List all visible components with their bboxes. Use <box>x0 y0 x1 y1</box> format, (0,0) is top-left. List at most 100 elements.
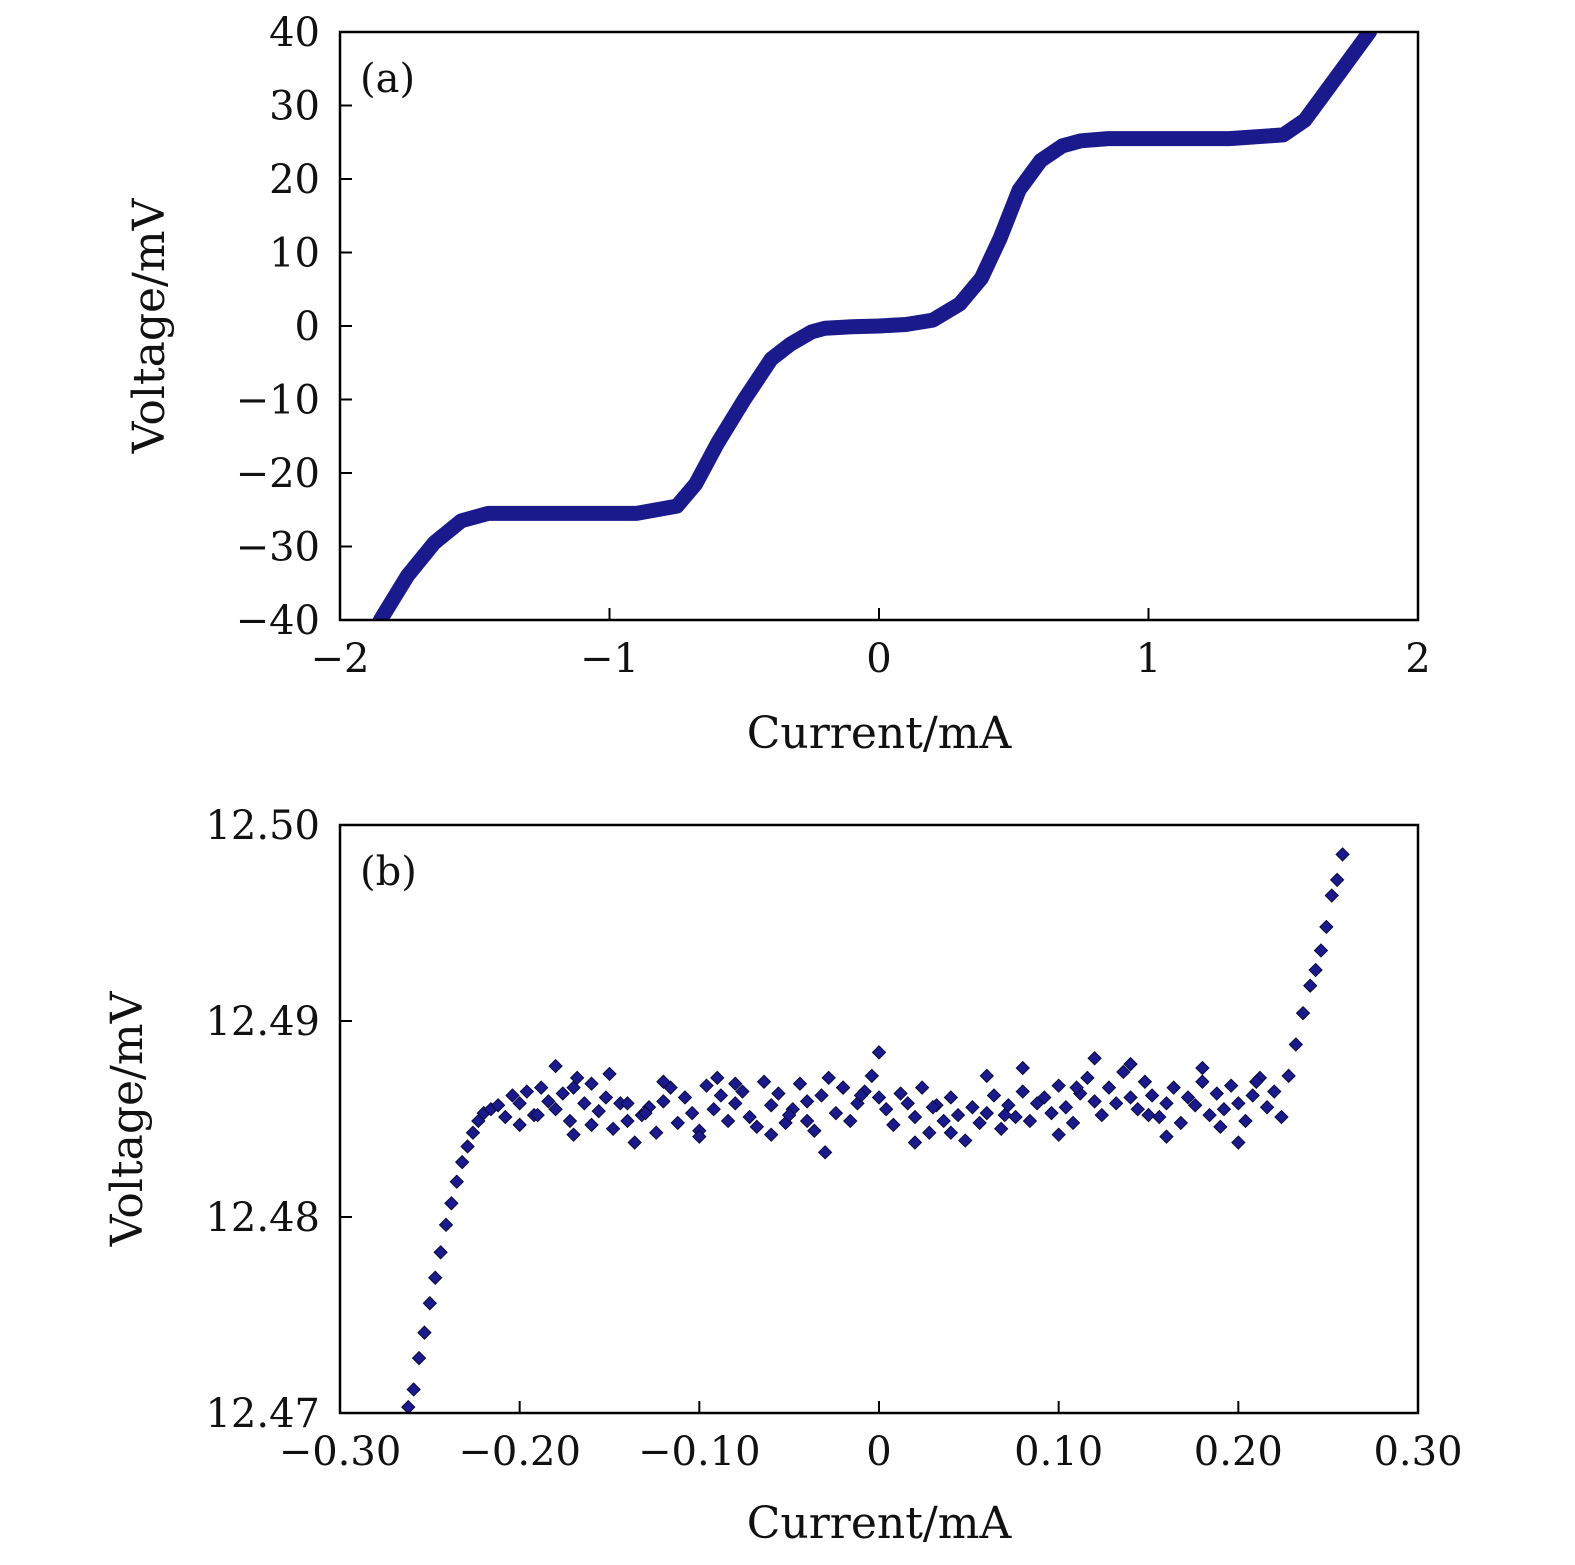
panel-b-data-point <box>706 1101 721 1117</box>
panel-b-data-point <box>505 1088 520 1103</box>
panel-b-data-point <box>950 1107 966 1123</box>
panel-b-data-point <box>584 1076 599 1091</box>
panel-a-plot-area <box>372 32 1377 620</box>
panel-b-data-point <box>1209 1086 1224 1101</box>
panel-b-data-point <box>1058 1100 1074 1115</box>
panel-b-data-point <box>1281 1068 1296 1084</box>
panel-b-data-point <box>699 1078 714 1093</box>
panel-b-data-point <box>1274 1109 1289 1125</box>
panel-b-data-point <box>720 1113 736 1129</box>
panel-a-y-axis-title: Voltage/mV <box>124 197 175 454</box>
panel-b-data-point <box>684 1105 700 1121</box>
panel-b-data-point <box>534 1080 549 1095</box>
panel-b-data-point <box>460 1139 475 1154</box>
panel-b-data-point <box>1216 1101 1232 1117</box>
panel-a-series-group <box>372 32 1377 620</box>
panel-b-data-point <box>943 1090 959 1105</box>
panel-b-y-tick-label: 12.49 <box>205 999 320 1045</box>
panel-b-data-point <box>627 1135 642 1150</box>
panel-a-y-tick-label: −10 <box>236 378 320 424</box>
panel-b-data-point <box>871 1045 887 1060</box>
panel-b-data-point <box>1238 1113 1253 1129</box>
panel-b-data-point <box>512 1117 527 1133</box>
panel-b-data-point <box>1188 1098 1203 1113</box>
panel-b-data-point <box>1313 943 1329 958</box>
panel-b-data-point <box>763 1127 779 1142</box>
panel-b-data-point <box>1087 1051 1102 1066</box>
panel-b-data-point <box>814 1088 829 1103</box>
panel-b-data-point <box>771 1086 786 1101</box>
panel-b-label: (b) <box>360 849 417 895</box>
panel-b-data-point <box>893 1086 908 1101</box>
panel-b-data-point <box>728 1096 743 1111</box>
panel-b-data-point <box>871 1090 887 1105</box>
panel-b-data-point <box>979 1105 995 1121</box>
panel-b-data-point <box>907 1135 923 1150</box>
panel-a-y-tick-label: −40 <box>236 598 320 644</box>
panel-b-data-point <box>914 1080 930 1095</box>
panel-b-data-point <box>1022 1113 1038 1129</box>
panel-b-data-point <box>566 1080 581 1095</box>
panel-a-x-tick-label: −2 <box>311 636 370 682</box>
panel-b-data-point <box>1195 1060 1210 1076</box>
panel-b-data-point <box>843 1113 858 1129</box>
panel-b-data-point <box>670 1115 685 1131</box>
panel-a-x-tick-label: 0 <box>866 636 891 682</box>
panel-b-data-point <box>1144 1088 1160 1103</box>
panel-b-data-point <box>1051 1127 1066 1142</box>
panel-b-data-point <box>835 1080 851 1095</box>
panel-b-data-point <box>993 1121 1009 1137</box>
panel-b-data-point <box>1044 1105 1059 1121</box>
panel-b-data-point <box>1159 1129 1174 1144</box>
panel-a-data-curve <box>372 32 1377 620</box>
panel-b-data-point <box>1080 1070 1095 1086</box>
panel-a-x-tick-label: 2 <box>1405 636 1430 682</box>
panel-b-data-point <box>1087 1094 1102 1109</box>
panel-b-data-point <box>1329 872 1345 888</box>
panel-a-y-tick-label: −30 <box>236 525 320 571</box>
panel-b-data-point <box>692 1129 707 1144</box>
panel-b-data-point <box>713 1088 729 1103</box>
panel-b-data-point <box>1037 1090 1052 1105</box>
panel-b-data-point <box>449 1174 464 1189</box>
panel-b-data-point <box>1249 1074 1264 1089</box>
panel-b-data-point <box>454 1154 470 1170</box>
panel-b-data-point <box>900 1096 915 1111</box>
panel-b-data-point <box>620 1113 635 1129</box>
panel-b-data-point <box>864 1068 880 1084</box>
panel-b-data-point <box>406 1382 421 1397</box>
panel-b-data-point <box>1116 1064 1131 1080</box>
panel-b-data-point <box>742 1109 757 1125</box>
panel-b-data-point <box>401 1399 416 1413</box>
panel-b-data-point <box>799 1094 815 1109</box>
panel-b-y-axis-title: Voltage/mV <box>102 990 153 1247</box>
panel-a-x-tick-label: 1 <box>1136 636 1161 682</box>
panel-b-data-point <box>1319 919 1334 935</box>
panel-b-data-point <box>1231 1135 1246 1150</box>
panel-b-data-point <box>656 1094 671 1109</box>
panel-b-data-point <box>598 1090 614 1105</box>
panel-b-data-point <box>1130 1101 1145 1117</box>
panel-b-data-point <box>1152 1109 1167 1125</box>
panel-b-data-point <box>1308 962 1323 978</box>
panel-b-data-point <box>781 1107 797 1123</box>
panel-b-data-point <box>1213 1119 1228 1135</box>
panel-b-data-point <box>1180 1090 1196 1105</box>
panel-b-data-point <box>677 1090 693 1105</box>
panel-b-data-point <box>1288 1037 1304 1052</box>
panel-b-data-point <box>422 1296 438 1311</box>
panel-b-data-point <box>548 1101 563 1117</box>
panel-b-data-point <box>972 1115 987 1131</box>
panel-b-data-point <box>728 1076 743 1091</box>
panel-b-data-point <box>807 1123 822 1138</box>
panel-b-data-point <box>986 1088 1002 1103</box>
panel-b-data-point <box>1302 978 1318 993</box>
panel-b-data-point <box>1101 1080 1117 1095</box>
panel-a-y-tick-label: 40 <box>269 10 320 56</box>
panel-b-data-point <box>821 1070 836 1086</box>
panel-b-data-point <box>799 1113 815 1129</box>
panel-b-data-point <box>1166 1080 1181 1095</box>
panel-b-ticks: −0.30 −0.20 −0.10 0 0.10 0.20 0.30 12.50 12.49 12… <box>205 803 1462 1475</box>
